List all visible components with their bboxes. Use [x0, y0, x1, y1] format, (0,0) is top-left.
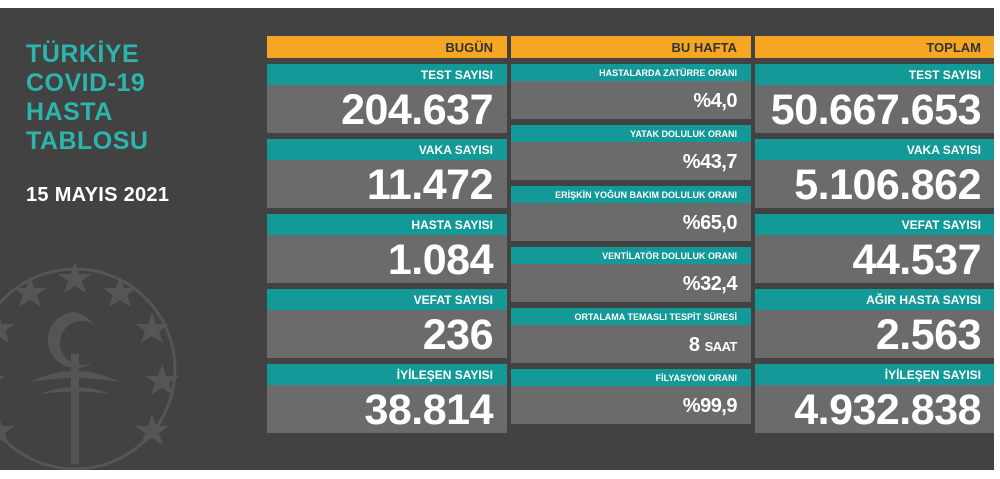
filiation-rate-value: %99,9	[511, 386, 751, 424]
contact-tracing-time-card: ORTALAMA TEMASLI TESPİT SÜRESİ 8 SAAT	[511, 308, 751, 363]
pneumonia-rate-label: HASTALARDA ZATÜRRE ORANI	[511, 64, 751, 81]
ventilator-occupancy-card: VENTİLATÖR DOLULUK ORANI %32,4	[511, 247, 751, 302]
total-test-card: TEST SAYISI 50.667.653	[755, 64, 994, 134]
icu-occupancy-label: ERİŞKİN YOĞUN BAKIM DOLULUK ORANI	[511, 186, 751, 203]
title-line: COVID-19	[26, 69, 146, 97]
contact-tracing-time-number: 8	[688, 334, 700, 356]
bed-occupancy-label: YATAK DOLULUK ORANI	[511, 125, 751, 142]
today-case-label: VAKA SAYISI	[267, 139, 507, 160]
total-case-card: VAKA SAYISI 5.106.862	[755, 139, 994, 209]
total-case-value: 5.106.862	[755, 160, 994, 209]
total-critical-card: AĞIR HASTA SAYISI 2.563	[755, 289, 994, 359]
today-recovered-card: İYİLEŞEN SAYISI 38.814	[267, 364, 507, 434]
title-line: HASTA	[26, 98, 113, 126]
today-test-label: TEST SAYISI	[267, 64, 507, 85]
week-header: BU HAFTA	[511, 36, 751, 58]
pneumonia-rate-value: %4,0	[511, 81, 751, 119]
title-line: TÜRKİYE	[26, 40, 140, 68]
icu-occupancy-card: ERİŞKİN YOĞUN BAKIM DOLULUK ORANI %65,0	[511, 186, 751, 241]
icu-occupancy-value: %65,0	[511, 203, 751, 241]
bed-occupancy-value: %43,7	[511, 142, 751, 180]
ventilator-occupancy-label: VENTİLATÖR DOLULUK ORANI	[511, 247, 751, 264]
bed-occupancy-card: YATAK DOLULUK ORANI %43,7	[511, 125, 751, 180]
today-patient-label: HASTA SAYISI	[267, 214, 507, 235]
total-death-value: 44.537	[755, 235, 994, 284]
total-critical-label: AĞIR HASTA SAYISI	[755, 289, 994, 310]
contact-tracing-time-unit: SAAT	[704, 339, 738, 354]
total-recovered-card: İYİLEŞEN SAYISI 4.932.838	[755, 364, 994, 434]
today-header: BUGÜN	[267, 36, 507, 58]
today-recovered-label: İYİLEŞEN SAYISI	[267, 364, 507, 385]
total-recovered-label: İYİLEŞEN SAYISI	[755, 364, 994, 385]
contact-tracing-time-label: ORTALAMA TEMASLI TESPİT SÜRESİ	[511, 308, 751, 325]
title-line: TABLOSU	[26, 127, 149, 155]
pneumonia-rate-card: HASTALARDA ZATÜRRE ORANI %4,0	[511, 64, 751, 119]
today-case-value: 11.472	[267, 160, 507, 209]
total-test-value: 50.667.653	[755, 85, 994, 134]
today-patient-card: HASTA SAYISI 1.084	[267, 214, 507, 284]
total-case-label: VAKA SAYISI	[755, 139, 994, 160]
today-death-label: VEFAT SAYISI	[267, 289, 507, 310]
ventilator-occupancy-value: %32,4	[511, 264, 751, 302]
today-death-value: 236	[267, 310, 507, 359]
today-column: BUGÜN TEST SAYISI 204.637 VAKA SAYISI 11…	[267, 36, 507, 439]
today-test-value: 204.637	[267, 85, 507, 134]
today-death-card: VEFAT SAYISI 236	[267, 289, 507, 359]
today-patient-value: 1.084	[267, 235, 507, 284]
filiation-rate-card: FİLYASYON ORANI %99,9	[511, 369, 751, 424]
today-test-card: TEST SAYISI 204.637	[267, 64, 507, 134]
total-test-label: TEST SAYISI	[755, 64, 994, 85]
report-date: 15 MAYIS 2021	[26, 184, 170, 206]
filiation-rate-label: FİLYASYON ORANI	[511, 369, 751, 386]
total-death-label: VEFAT SAYISI	[755, 214, 994, 235]
total-critical-value: 2.563	[755, 310, 994, 359]
this-week-column: BU HAFTA HASTALARDA ZATÜRRE ORANI %4,0 Y…	[511, 36, 751, 430]
today-recovered-value: 38.814	[267, 385, 507, 434]
contact-tracing-time-value: 8 SAAT	[511, 325, 751, 363]
total-recovered-value: 4.932.838	[755, 385, 994, 434]
page-title: TÜRKİYE COVID-19 HASTA TABLOSU	[26, 40, 148, 156]
ministry-of-health-emblem-icon	[0, 262, 179, 470]
today-case-card: VAKA SAYISI 11.472	[267, 139, 507, 209]
covid-table-board: TÜRKİYE COVID-19 HASTA TABLOSU 15 MAYIS …	[0, 8, 994, 470]
total-header: TOPLAM	[755, 36, 994, 58]
total-death-card: VEFAT SAYISI 44.537	[755, 214, 994, 284]
total-column: TOPLAM TEST SAYISI 50.667.653 VAKA SAYIS…	[755, 36, 994, 439]
